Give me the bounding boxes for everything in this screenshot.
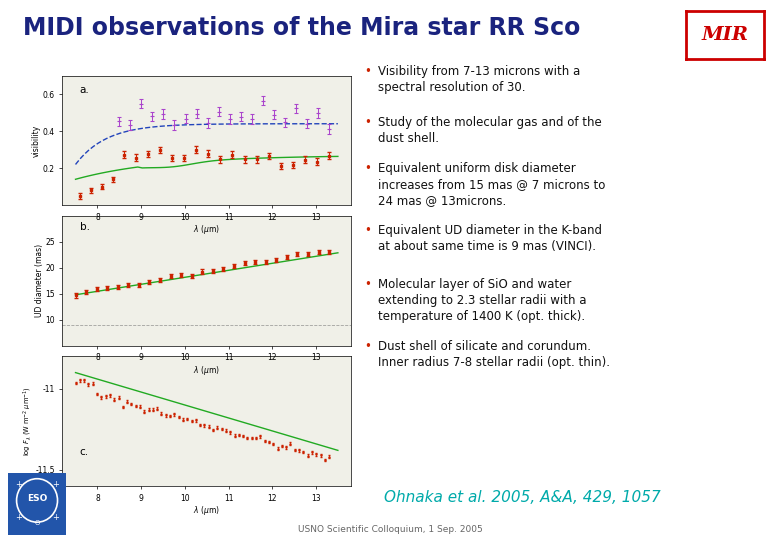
X-axis label: $\lambda$ ($\mu$m): $\lambda$ ($\mu$m) (193, 504, 220, 517)
Text: •: • (365, 224, 371, 237)
Text: •: • (365, 278, 371, 291)
Text: •: • (365, 340, 371, 353)
X-axis label: $\lambda$ ($\mu$m): $\lambda$ ($\mu$m) (193, 223, 220, 236)
Text: +: + (52, 512, 59, 522)
Text: +: + (52, 481, 59, 489)
Text: •: • (365, 116, 371, 129)
Text: MIDI observations of the Mira star RR Sco: MIDI observations of the Mira star RR Sc… (23, 16, 581, 40)
Text: •: • (365, 65, 371, 78)
Text: USNO Scientific Colloquium, 1 Sep. 2005: USNO Scientific Colloquium, 1 Sep. 2005 (298, 524, 482, 534)
Text: •: • (365, 162, 371, 175)
Text: b.: b. (80, 222, 90, 233)
Text: Ohnaka et al. 2005, A&A, 429, 1057: Ohnaka et al. 2005, A&A, 429, 1057 (385, 490, 661, 505)
Text: +: + (15, 512, 22, 522)
Text: Dust shell of silicate and corundum.
Inner radius 7-8 stellar radii (opt. thin).: Dust shell of silicate and corundum. Inn… (378, 340, 610, 369)
Text: Study of the molecular gas and of the
dust shell.: Study of the molecular gas and of the du… (378, 116, 602, 145)
X-axis label: $\lambda$ ($\mu$m): $\lambda$ ($\mu$m) (193, 363, 220, 376)
Text: a.: a. (80, 85, 90, 94)
Y-axis label: visibility: visibility (32, 124, 41, 157)
Text: MIR: MIR (702, 26, 749, 44)
Text: c.: c. (80, 447, 89, 457)
Text: Equivalent uniform disk diameter
increases from 15 mas @ 7 microns to
24 mas @ 1: Equivalent uniform disk diameter increas… (378, 162, 606, 207)
Text: Equivalent UD diameter in the K-band
at about same time is 9 mas (VINCI).: Equivalent UD diameter in the K-band at … (378, 224, 602, 253)
Y-axis label: log $F_\lambda$ (W m$^{-2}$ $\mu$m$^{-1}$): log $F_\lambda$ (W m$^{-2}$ $\mu$m$^{-1}… (22, 386, 34, 456)
Text: O: O (34, 521, 40, 526)
Text: Visibility from 7-13 microns with a
spectral resolution of 30.: Visibility from 7-13 microns with a spec… (378, 65, 580, 94)
Text: ESO: ESO (27, 494, 48, 503)
Text: +: + (15, 481, 22, 489)
Text: Molecular layer of SiO and water
extending to 2.3 stellar radii with a
temperatu: Molecular layer of SiO and water extendi… (378, 278, 587, 323)
Y-axis label: UD diameter (mas): UD diameter (mas) (35, 244, 44, 318)
